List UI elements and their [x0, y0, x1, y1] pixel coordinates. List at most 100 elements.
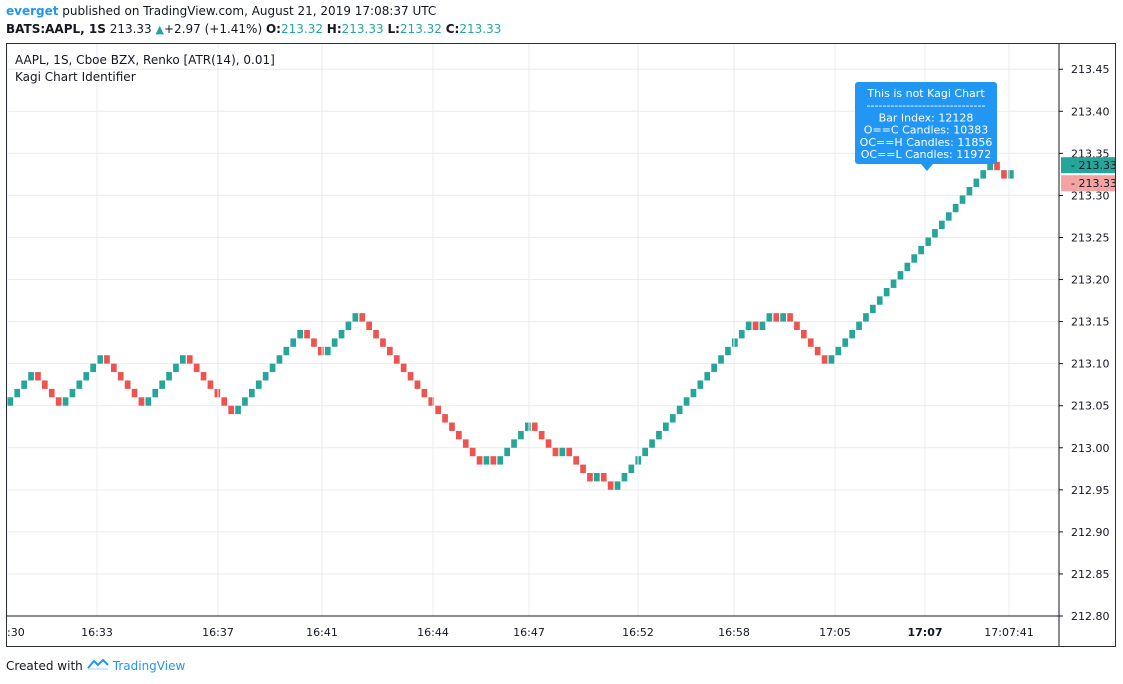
renko-brick: [683, 397, 690, 406]
renko-brick: [994, 161, 1000, 171]
y-tick-label: 213.25: [1071, 231, 1110, 244]
renko-brick: [104, 355, 110, 364]
renko-brick: [255, 380, 262, 389]
renko-brick: [242, 397, 248, 406]
renko-brick: [483, 456, 490, 465]
renko-brick: [435, 405, 441, 415]
renko-brick: [980, 170, 987, 179]
price-label-box: [1061, 175, 1115, 192]
chart-frame[interactable]: 213.45 213.40 213.35 213.30 213.25 213.20 213.…: [6, 43, 1116, 647]
renko-brick: [221, 397, 228, 406]
renko-brick: [932, 229, 938, 238]
symbol-label[interactable]: BATS:AAPL, 1S: [6, 22, 106, 36]
tooltip-box: [855, 82, 997, 164]
renko-brick: [366, 321, 372, 330]
tooltip-pointer: [921, 164, 933, 171]
renko-brick: [497, 456, 504, 465]
y-tick-label: 213.10: [1071, 358, 1110, 371]
renko-brick: [566, 447, 573, 457]
up-arrow-icon: ▲: [155, 23, 164, 36]
renko-brick: [890, 279, 897, 288]
renko-brick: [442, 414, 448, 423]
renko-brick: [276, 355, 283, 364]
renko-brick: [428, 397, 435, 406]
renko-brick: [407, 372, 414, 381]
renko-brick: [21, 380, 27, 389]
open-value: 213.32: [280, 22, 323, 36]
renko-brick: [214, 388, 221, 398]
renko-brick: [718, 355, 724, 364]
renko-brick: [552, 447, 559, 457]
renko-brick: [28, 372, 34, 381]
renko-brick: [387, 346, 393, 356]
x-tick-label: 16:37: [202, 626, 234, 639]
author-link[interactable]: everget: [6, 4, 59, 18]
renko-brick: [814, 346, 821, 356]
indicator-name[interactable]: Kagi Chart Identifier: [15, 70, 136, 84]
y-tick-label: 212.95: [1071, 484, 1110, 497]
tooltip-line: ------------------------------: [866, 99, 985, 112]
tradingview-link[interactable]: TradingView: [112, 658, 186, 673]
y-tick-label: 213.40: [1071, 105, 1110, 118]
renko-brick: [55, 397, 62, 406]
renko-brick: [290, 338, 297, 347]
renko-brick: [462, 439, 469, 448]
x-tick-label: 17:07:41: [984, 626, 1033, 639]
renko-brick: [166, 372, 172, 381]
renko-brick: [62, 397, 69, 406]
renko-brick: [690, 388, 697, 398]
renko-brick: [1001, 170, 1007, 179]
renko-brick: [704, 372, 711, 381]
renko-brick: [228, 405, 234, 415]
study-title: AAPL, 1S, Cboe BZX, Renko [ATR(14), 0.01…: [15, 53, 275, 67]
renko-brick: [449, 422, 455, 431]
renko-brick: [656, 430, 662, 440]
renko-brick: [456, 430, 462, 440]
renko-brick: [773, 313, 780, 322]
renko-brick: [69, 388, 76, 398]
renko-brick: [807, 338, 814, 347]
renko-brick: [338, 330, 345, 339]
renko-brick: [918, 245, 924, 255]
renko-brick: [780, 313, 786, 322]
renko-chart[interactable]: 213.45 213.40 213.35 213.30 213.25 213.20 213.…: [7, 44, 1115, 646]
renko-brick: [262, 372, 269, 381]
quote-line: BATS:AAPL, 1S 213.33 ▲+2.97 (+1.41%) O:2…: [6, 22, 501, 36]
renko-brick: [849, 330, 855, 339]
renko-brick: [911, 254, 918, 263]
renko-brick: [945, 212, 952, 221]
close-label: C:: [445, 22, 460, 36]
renko-brick: [476, 456, 483, 465]
renko-brick: [393, 355, 400, 364]
renko-brick: [801, 330, 807, 339]
renko-brick: [318, 346, 324, 356]
x-tick-label: 16:58: [718, 626, 750, 639]
publish-line: everget published on TradingView.com, Au…: [6, 4, 436, 18]
renko-brick: [249, 388, 255, 398]
low-value: 213.32: [399, 22, 442, 36]
renko-brick: [711, 363, 717, 373]
renko-brick: [83, 372, 90, 381]
renko-brick: [380, 338, 386, 347]
renko-brick: [331, 338, 338, 347]
renko-brick: [663, 422, 669, 431]
y-tick-label: 212.85: [1071, 568, 1110, 581]
renko-brick: [304, 330, 310, 339]
renko-brick: [131, 388, 138, 398]
publish-text: published on TradingView.com, August 21,…: [58, 4, 437, 18]
renko-brick: [600, 473, 607, 482]
open-label: O:: [265, 22, 281, 36]
renko-brick: [400, 363, 407, 373]
renko-brick: [525, 422, 531, 431]
renko-brick: [193, 363, 200, 373]
renko-brick: [373, 330, 379, 339]
renko-brick: [939, 220, 945, 230]
x-tick-label: 16:47: [513, 626, 545, 639]
renko-brick: [283, 346, 290, 356]
renko-brick: [531, 422, 538, 431]
renko-brick: [752, 321, 759, 330]
renko-brick: [159, 380, 165, 389]
renko-brick: [504, 447, 510, 457]
renko-brick: [200, 372, 207, 381]
renko-brick: [973, 178, 980, 187]
